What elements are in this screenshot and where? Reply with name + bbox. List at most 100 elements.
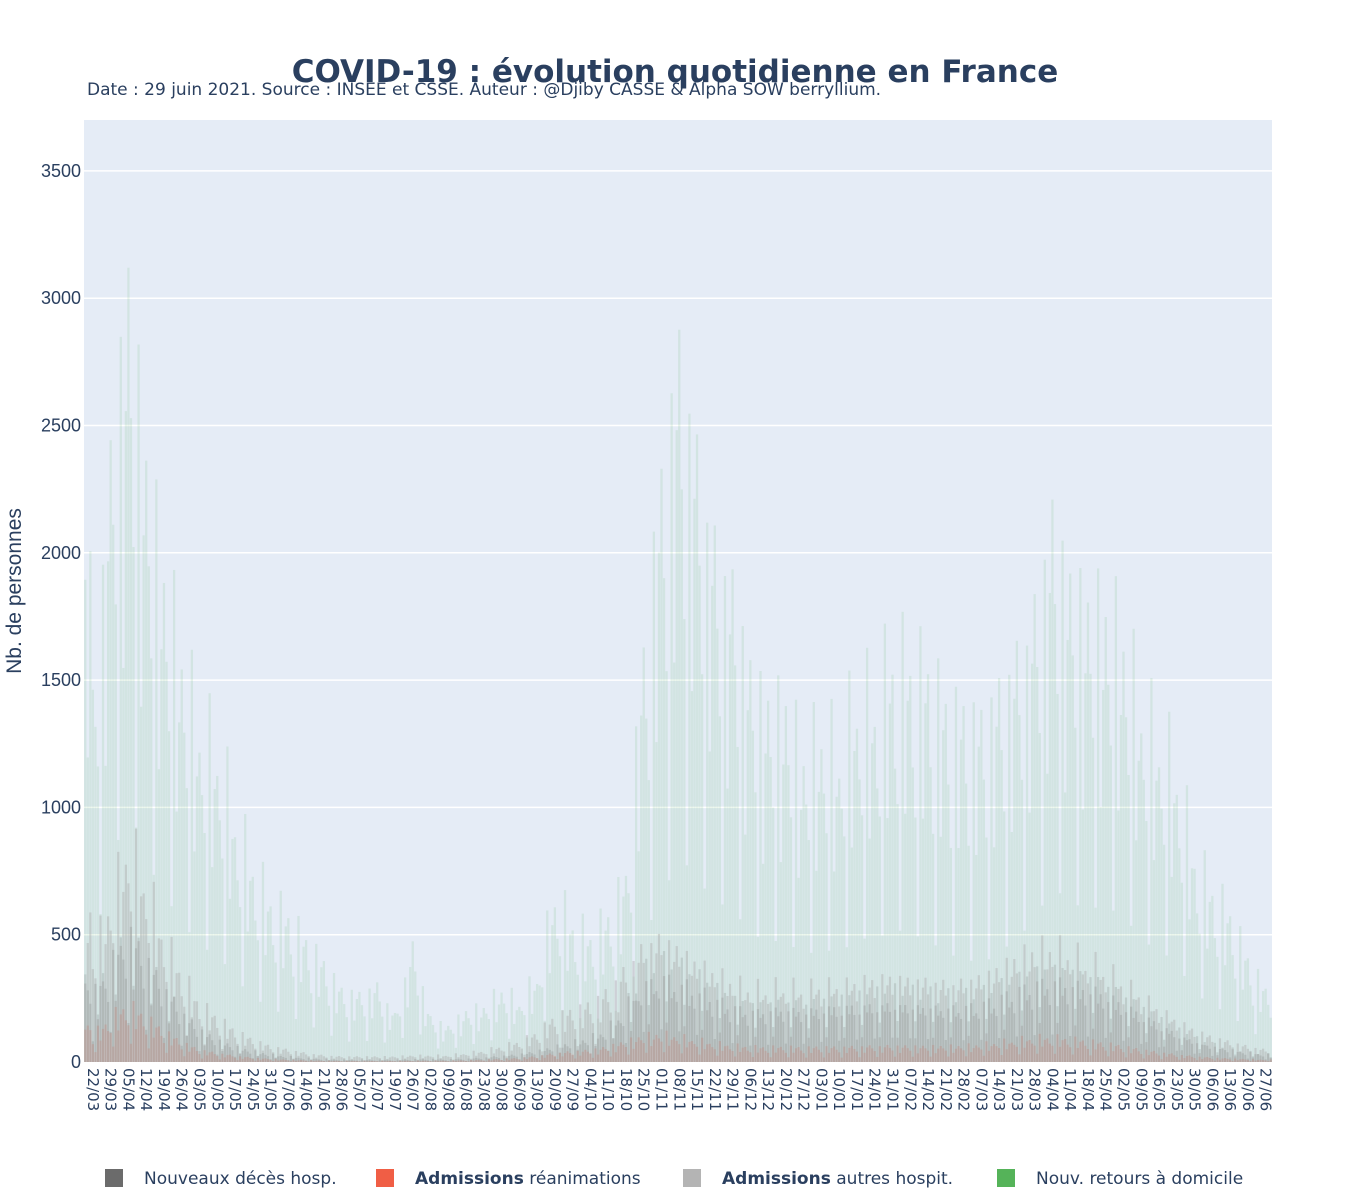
bar <box>830 1048 833 1062</box>
bar <box>477 1058 480 1062</box>
bar <box>302 1059 305 1062</box>
bar <box>487 1019 491 1062</box>
bar <box>909 1038 912 1062</box>
bar <box>802 1043 805 1062</box>
bar <box>228 1029 232 1062</box>
bar <box>558 1047 562 1062</box>
bar <box>1036 1053 1039 1062</box>
bar <box>485 1013 488 1062</box>
x-tick-label: 29/03 <box>102 1068 120 1111</box>
bar <box>553 1026 557 1062</box>
bar <box>815 994 818 1062</box>
bar <box>655 1034 658 1062</box>
bar <box>703 960 706 1062</box>
bar <box>317 1055 320 1062</box>
bar <box>759 671 762 1062</box>
bar <box>150 1003 153 1062</box>
bar <box>972 1015 975 1062</box>
bar <box>888 1011 892 1062</box>
bar <box>812 1015 815 1062</box>
bar <box>888 1047 892 1062</box>
bar <box>1218 1009 1222 1062</box>
bar <box>155 479 158 1062</box>
bar <box>269 1049 272 1062</box>
x-tick-label: 13/09 <box>528 1068 546 1111</box>
bar <box>91 969 95 1062</box>
bar <box>1203 850 1206 1062</box>
bar <box>528 1052 531 1062</box>
bar <box>480 1051 483 1062</box>
bar <box>1005 946 1008 1062</box>
bar <box>1061 967 1064 1062</box>
bar <box>992 847 996 1062</box>
bar <box>477 1031 480 1062</box>
bar <box>878 1037 881 1062</box>
bar <box>365 1056 369 1062</box>
bar <box>764 1050 767 1062</box>
bar <box>1071 655 1074 1062</box>
x-axis: 22/03 29/03 05/04 12/04 19/04 26/04 03/05 10/05… <box>84 1068 1275 1111</box>
bar <box>1142 1022 1145 1062</box>
bar <box>1221 1048 1224 1062</box>
bar <box>967 1021 970 1062</box>
bar <box>675 1040 678 1062</box>
bar <box>358 1061 361 1062</box>
bar <box>548 1053 551 1062</box>
bar <box>264 1054 267 1062</box>
bar <box>1025 1041 1029 1062</box>
bar <box>840 1015 843 1062</box>
bar <box>398 1060 402 1062</box>
bar <box>1226 1040 1229 1062</box>
bar <box>1104 1037 1107 1062</box>
bar <box>124 411 128 1062</box>
bar <box>424 1060 427 1062</box>
bar <box>416 1060 419 1062</box>
legend-item[interactable]: Nouveaux décès hosp. <box>105 1169 337 1189</box>
bar <box>335 1056 338 1062</box>
bar <box>975 988 978 1062</box>
bar <box>436 1054 440 1062</box>
bar <box>1175 1050 1178 1062</box>
bar <box>766 700 770 1062</box>
bar <box>480 1060 483 1062</box>
bar <box>886 1003 889 1062</box>
bar <box>1020 1010 1024 1062</box>
bar <box>424 1056 427 1062</box>
bar <box>513 1055 516 1062</box>
chart-title: COVID-19 : évolution quotidienne en Fran… <box>292 54 1058 90</box>
bar <box>934 1005 937 1062</box>
bar <box>896 804 899 1062</box>
bar <box>916 979 920 1062</box>
bar <box>269 1059 272 1062</box>
bar <box>929 767 932 1062</box>
bar <box>931 1021 935 1062</box>
bar <box>566 970 569 1062</box>
bar <box>469 1024 473 1062</box>
bar <box>777 1016 780 1062</box>
legend-item[interactable]: Admissions réanimations <box>376 1169 641 1189</box>
bar <box>693 961 696 1062</box>
bar <box>345 1060 348 1062</box>
bar <box>444 1055 447 1062</box>
legend[interactable]: Nouveaux décès hosp. Admissions réanimati… <box>105 1169 1243 1189</box>
bar <box>830 698 833 1062</box>
bar <box>421 1059 425 1062</box>
bar <box>566 1051 569 1062</box>
legend-item[interactable]: Nouv. retours à domicile <box>997 1169 1243 1189</box>
bar <box>490 1060 493 1062</box>
bar <box>398 1016 402 1062</box>
legend-item[interactable]: Admissions autres hospit. <box>683 1169 953 1189</box>
x-tick-label: 28/03 <box>1026 1068 1044 1111</box>
bar <box>624 1043 628 1062</box>
bar <box>279 1055 282 1062</box>
bar <box>434 1059 437 1062</box>
bar <box>815 1046 818 1062</box>
bar <box>1147 995 1151 1062</box>
bar <box>261 1053 265 1062</box>
bar <box>1071 969 1074 1062</box>
bar <box>581 1040 584 1062</box>
bar <box>244 1045 247 1062</box>
bar <box>888 976 892 1062</box>
bar <box>459 1036 463 1062</box>
bar <box>193 851 196 1062</box>
